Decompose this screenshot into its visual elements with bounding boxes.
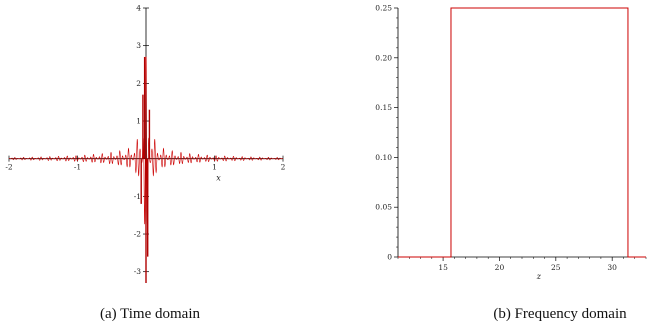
x-tick-label: 30	[607, 263, 617, 272]
y-tick-label: 3	[136, 41, 141, 50]
y-tick-label: 0.25	[375, 4, 392, 13]
x-tick-label: 2	[281, 163, 286, 172]
x-tick-label: -2	[5, 163, 13, 172]
time-domain-plot: -2 -1 1 2 4 3 2 1 -1 -2 -3 x	[5, 4, 286, 283]
y-tick-label: -1	[134, 192, 141, 201]
x-tick-label: 1	[212, 163, 217, 172]
x-tick-label: -1	[74, 163, 81, 172]
frequency-domain-plot: 15 20 25 30 0 0.05 0.10 0.15 0.20 0.25 z	[375, 4, 647, 281]
y-tick-label: 2	[136, 79, 141, 88]
time-domain-caption: (a) Time domain	[100, 306, 200, 322]
y-tick-label: 0.05	[375, 203, 392, 212]
x-tick-label: 15	[438, 263, 448, 272]
x-tick-label: 25	[551, 263, 561, 272]
signal-series	[8, 56, 284, 225]
y-tick-label: 0.10	[375, 153, 392, 162]
x-tick-label: 20	[495, 263, 505, 272]
y-tick-label: 0	[387, 253, 392, 262]
x-axis-label: x	[216, 174, 221, 183]
frequency-domain-caption: (b) Frequency domain	[493, 306, 627, 322]
y-tick-label: 4	[136, 4, 141, 13]
x-axis-label: z	[536, 272, 542, 281]
y-tick-label: -2	[134, 230, 142, 239]
spectrum-series	[398, 7, 646, 258]
y-tick-label: 1	[136, 117, 141, 126]
y-tick-label: 0.15	[375, 103, 392, 112]
y-tick-label: 0.20	[375, 53, 392, 62]
y-tick-label: -3	[134, 267, 142, 276]
